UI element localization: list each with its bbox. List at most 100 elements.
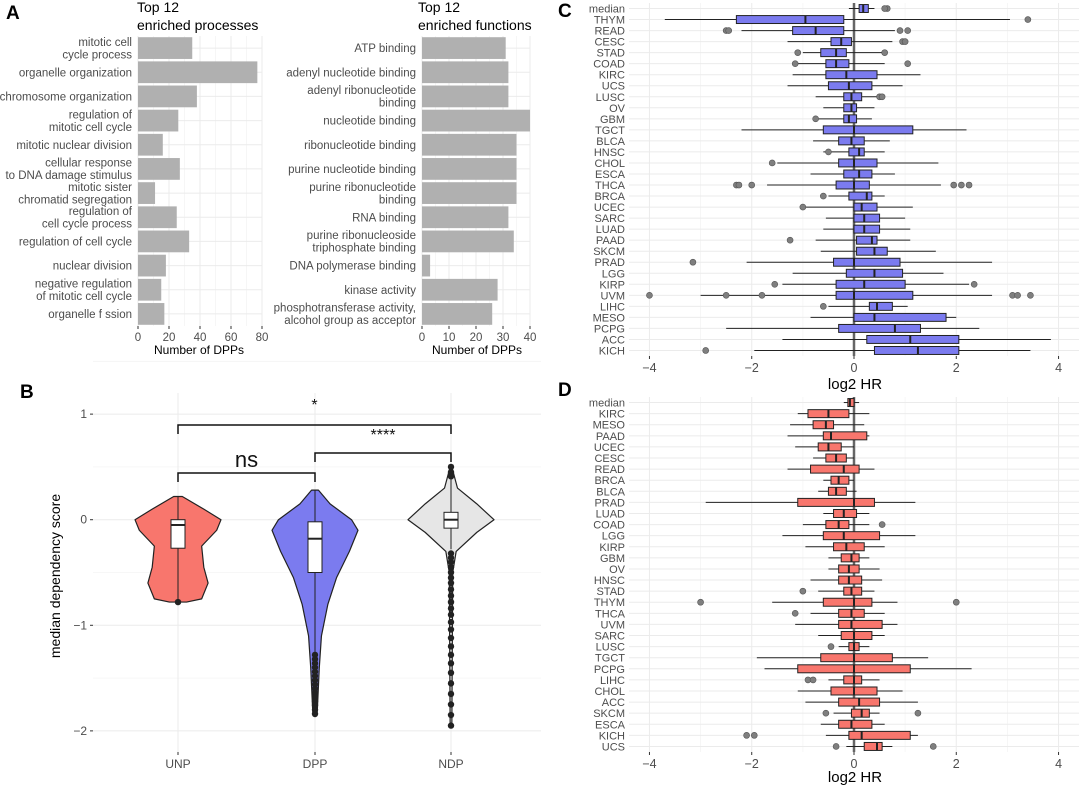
box bbox=[843, 586, 863, 596]
category-label: LUSC bbox=[596, 92, 625, 104]
category-label: BLCA bbox=[596, 486, 625, 498]
category-label: CHOL bbox=[594, 686, 625, 698]
category-label: organelle f ssion bbox=[48, 309, 132, 321]
bar bbox=[138, 254, 166, 277]
category-label: THCA bbox=[595, 180, 626, 192]
box bbox=[822, 125, 914, 135]
box bbox=[735, 15, 845, 25]
outlier-point bbox=[1024, 16, 1032, 23]
outlier-point bbox=[689, 258, 697, 266]
box bbox=[843, 92, 863, 102]
category-label: BLCA bbox=[596, 136, 625, 148]
outlier-point bbox=[447, 598, 455, 606]
x-tick-label: 2 bbox=[953, 757, 960, 771]
category-label: cell cycle process bbox=[42, 219, 132, 231]
category-label: UVM bbox=[601, 619, 625, 631]
category-label: UCEC bbox=[594, 442, 625, 454]
category-label: SARC bbox=[594, 631, 625, 643]
category-label: COAD bbox=[593, 59, 625, 71]
group-label: DPP bbox=[303, 757, 328, 771]
outlier-point bbox=[950, 181, 958, 189]
bar bbox=[422, 303, 493, 325]
x-tick-label: 30 bbox=[497, 332, 510, 344]
box bbox=[797, 497, 875, 507]
bar bbox=[138, 61, 258, 84]
box bbox=[848, 147, 865, 157]
box bbox=[822, 597, 873, 607]
outlier-point bbox=[791, 610, 799, 617]
box bbox=[825, 520, 850, 530]
category-label: OV bbox=[609, 564, 626, 576]
outlier-point bbox=[447, 611, 455, 618]
category-label: adenyl ribonucleotide bbox=[307, 85, 416, 97]
outlier-point bbox=[447, 564, 455, 571]
outlier-point bbox=[447, 651, 455, 659]
panel-label-a: A bbox=[6, 3, 20, 24]
x-tick-label: −4 bbox=[642, 757, 656, 771]
x-tick-label: 60 bbox=[225, 332, 238, 344]
category-label: SARC bbox=[594, 213, 625, 225]
significance-label: **** bbox=[371, 427, 396, 444]
category-label: triphosphate binding bbox=[312, 243, 416, 255]
outlier-point bbox=[447, 605, 455, 612]
category-label: nuclear division bbox=[53, 261, 132, 273]
box bbox=[863, 741, 883, 751]
outlier-point bbox=[697, 598, 704, 606]
bar bbox=[138, 158, 180, 180]
outlier-point bbox=[447, 569, 455, 576]
category-label: adenyl nucleotide binding bbox=[286, 67, 416, 79]
category-label: KICH bbox=[599, 345, 625, 357]
box bbox=[848, 730, 911, 740]
box bbox=[856, 235, 878, 245]
box bbox=[810, 464, 860, 474]
outlier-point bbox=[881, 49, 888, 56]
category-label: purine ribonucleoside bbox=[307, 230, 416, 242]
category-label: regulation of cell cycle bbox=[19, 236, 132, 248]
function-title-line1: Top 12 bbox=[418, 0, 460, 15]
x-tick-label: 0 bbox=[851, 361, 858, 375]
significance-label: * bbox=[311, 397, 317, 414]
box bbox=[853, 224, 881, 234]
bar bbox=[422, 230, 514, 253]
d-x-axis-label: log2 HR bbox=[828, 769, 882, 786]
outlier-point bbox=[965, 181, 973, 189]
outlier-point bbox=[447, 618, 455, 626]
category-label: LUSC bbox=[596, 642, 625, 654]
outlier-point bbox=[952, 598, 960, 606]
category-label: of mitotic cell cycle bbox=[36, 291, 132, 303]
category-label: KIRC bbox=[599, 409, 625, 421]
outlier-point bbox=[812, 115, 819, 123]
function-title-line2: enriched functions bbox=[418, 17, 532, 33]
box bbox=[868, 301, 893, 311]
outlier-point bbox=[447, 722, 455, 729]
category-label: ATP binding bbox=[354, 43, 416, 55]
category-label: LGG bbox=[602, 268, 625, 280]
x-tick-label: 20 bbox=[163, 332, 176, 344]
outlier-point bbox=[958, 181, 965, 189]
bar bbox=[422, 85, 509, 108]
outlier-point bbox=[970, 280, 978, 288]
category-label: mitotic nuclear division bbox=[16, 140, 132, 152]
category-label: PAAD bbox=[596, 431, 625, 443]
category-label: STAD bbox=[596, 586, 625, 598]
x-tick-label: 4 bbox=[1055, 757, 1062, 771]
category-label: KIRP bbox=[599, 542, 625, 554]
category-label: THYM bbox=[594, 15, 625, 27]
box bbox=[838, 575, 863, 585]
hr-boxplot-d: medianKIRCMESOPAADUCECCESCREADBRCABLCAPR… bbox=[589, 397, 1079, 771]
outlier-point bbox=[929, 743, 937, 750]
category-label: phosphotransferase activity, bbox=[274, 303, 416, 315]
box bbox=[835, 279, 906, 289]
bar bbox=[422, 37, 506, 59]
box bbox=[843, 675, 863, 685]
box bbox=[838, 323, 921, 333]
category-label: purine ribonucleotide bbox=[309, 182, 416, 194]
category-label: PRAD bbox=[594, 497, 625, 509]
outlier-point bbox=[809, 676, 817, 684]
panel-label-c: C bbox=[558, 1, 572, 22]
y-tick-label: −1 bbox=[73, 618, 87, 632]
category-label: PCPG bbox=[594, 664, 625, 676]
box bbox=[833, 542, 865, 552]
category-label: mitotic cell bbox=[78, 37, 132, 49]
